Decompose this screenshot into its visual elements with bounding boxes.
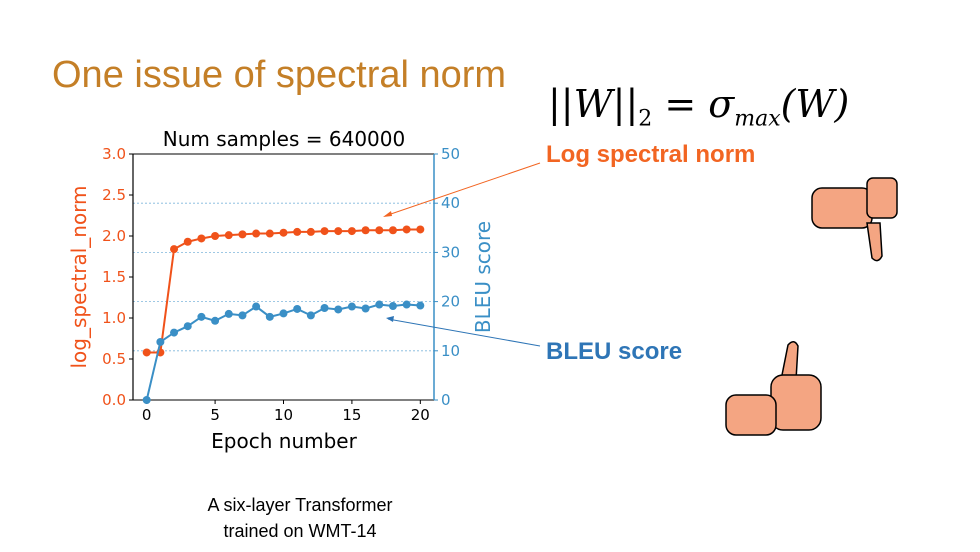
bleu-score-point [170,328,179,337]
bleu-score-point [388,302,397,311]
bleu-score-point [361,304,370,313]
log_spectral_norm-point [211,232,220,240]
y-tick-label: 0.5 [102,350,126,368]
log_spectral_norm-point [183,237,192,246]
log_spectral_norm-point [224,231,233,240]
x-tick-label: 10 [274,406,293,424]
x-tick-label: 0 [142,406,152,424]
log_spectral_norm-point [142,348,151,357]
log_spectral_norm-point [252,229,261,238]
chart-title: Num samples = 640000 [163,127,405,151]
log_spectral_norm-point [375,226,384,235]
log_spectral_norm-point [402,225,411,234]
bleu-score-label: BLEU score [546,338,683,365]
plot-frame [132,153,435,401]
bleu-score-line [145,303,421,401]
log-spectral-norm-label: Log spectral norm [546,141,756,168]
formula-rhs: (W) [780,82,850,126]
log-arrowhead [383,211,392,217]
y2-tick-label: 0 [441,391,451,409]
formula-eq: = σ [652,82,735,126]
bleu-score-point [375,300,384,309]
y2-axis-label: BLEU score [471,221,495,333]
caption: A six-layer Transformer trained on WMT-14 [150,492,450,544]
bleu-score-point [402,300,411,309]
bleu-score-point [293,304,302,313]
y-tick-label: 2.0 [102,227,126,245]
log_spectral_norm-point [265,229,274,238]
formula-lhs: ||W|| [548,82,639,126]
formula-sub: 2 [638,106,653,132]
log_spectral_norm-point [320,227,329,236]
log-arrow [384,162,541,217]
y2-tick-label: 30 [441,243,460,261]
thumbs-up-icon [725,341,822,436]
y-tick-label: 0.0 [102,391,126,409]
caption-line-2: trained on WMT-14 [223,521,377,541]
bleu-score-point [306,311,315,320]
y2-tick-label: 50 [441,145,460,163]
bleu-score-point [197,312,206,321]
log_spectral_norm-point [306,227,315,236]
spectral-norm-formula: ||W||2 = σmax(W) [548,82,849,132]
log_spectral_norm-point [334,227,343,236]
bleu-score-point [238,311,247,320]
log_spectral_norm-point [347,227,356,236]
y-tick-label: 2.5 [102,186,126,204]
bleu-score-point [183,322,192,331]
caption-line-1: A six-layer Transformer [207,495,393,515]
bleu-score-point [142,396,151,404]
y-tick-label: 3.0 [102,145,126,163]
log_spectral_norm-line [146,228,421,354]
log_spectral_norm-point [238,230,247,239]
log_spectral_norm-point [416,225,425,234]
y-tick-label: 1.5 [102,268,126,286]
log_spectral_norm-point [170,245,179,254]
y2-tick-label: 40 [441,194,460,212]
slide-title: One issue of spectral norm [52,54,507,96]
y-axis-label: log_spectral_norm [67,185,91,368]
x-tick-label: 20 [411,406,430,424]
bleu-score-point [265,312,274,321]
formula-sub-max: max [734,106,781,132]
y2-tick-label: 10 [441,342,460,360]
bleu-score-point [279,309,288,318]
y-tick-label: 1.0 [102,309,126,327]
thumbs-down-icon [811,177,898,262]
y2-tick-label: 20 [441,293,460,311]
bleu-arrowhead [386,316,394,322]
bleu-arrow [387,318,541,347]
bleu-score-point [156,337,165,346]
bleu-score-point [416,301,425,310]
log_spectral_norm-point [388,226,397,235]
bleu-score-point [224,309,233,318]
bleu-score-point [211,316,220,325]
log_spectral_norm-point [197,234,206,243]
x-tick-label: 15 [342,406,361,424]
bleu-score-point [334,305,343,314]
log_spectral_norm-point [361,226,370,235]
bleu-score-point [320,303,329,312]
x-tick-label: 5 [210,406,220,424]
log_spectral_norm-point [279,228,288,237]
bleu-score-point [347,302,356,311]
x-axis-label: Epoch number [211,429,357,453]
bleu-score-point [252,302,261,311]
log_spectral_norm-point [293,227,302,236]
